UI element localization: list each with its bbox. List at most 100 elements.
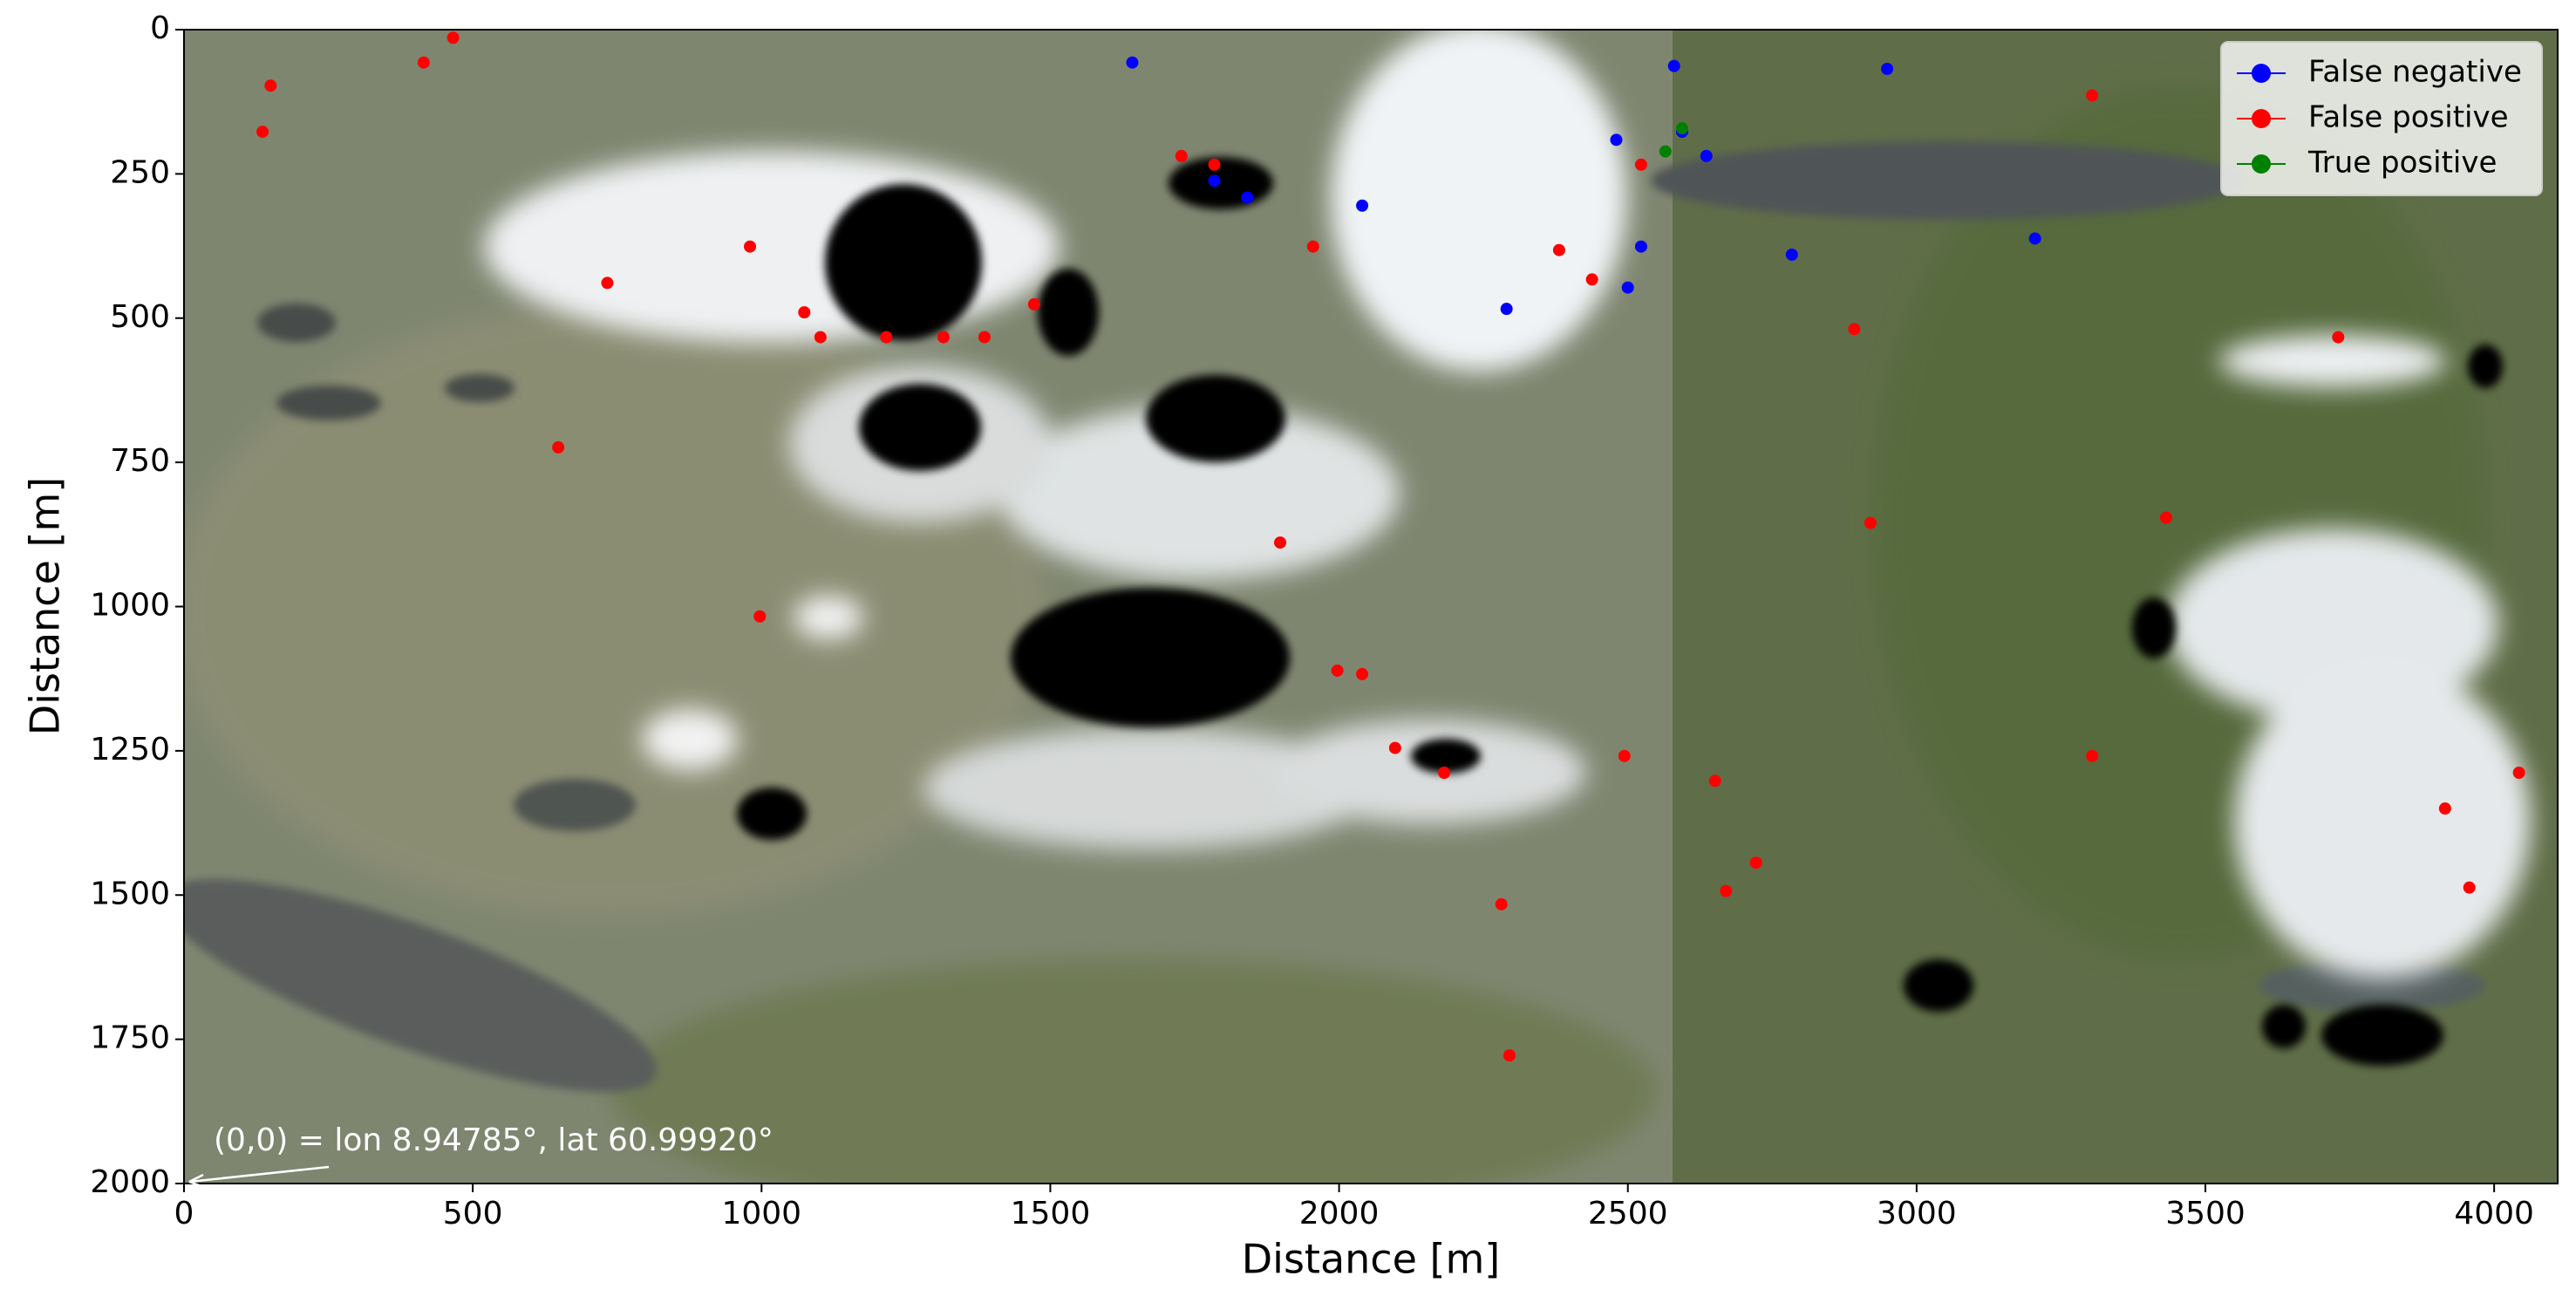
point bbox=[1708, 774, 1721, 788]
legend-marker bbox=[2252, 64, 2271, 83]
legend-marker bbox=[2252, 109, 2271, 128]
mask bbox=[859, 384, 981, 471]
mask bbox=[737, 788, 807, 840]
annotation: (0,0) = lon 8.94785°, lat 60.99920° bbox=[214, 1122, 773, 1158]
point bbox=[880, 331, 893, 344]
lake bbox=[276, 385, 381, 420]
point bbox=[2028, 232, 2041, 245]
point bbox=[1634, 240, 1647, 253]
point bbox=[1388, 741, 1401, 754]
point bbox=[1675, 122, 1688, 135]
point bbox=[256, 126, 269, 139]
point bbox=[1126, 56, 1139, 69]
point bbox=[937, 331, 950, 344]
point bbox=[753, 610, 767, 623]
point bbox=[1667, 59, 1680, 72]
point bbox=[1306, 240, 1319, 253]
cloud bbox=[1331, 30, 1627, 372]
point bbox=[2086, 749, 2099, 762]
point bbox=[264, 79, 277, 92]
point bbox=[1610, 133, 1623, 147]
mask bbox=[2132, 597, 2176, 658]
point bbox=[814, 331, 827, 344]
point bbox=[601, 276, 614, 290]
y-tick-label: 250 bbox=[110, 154, 170, 190]
point bbox=[1848, 323, 1861, 336]
lake bbox=[257, 304, 336, 342]
y-tick-label: 0 bbox=[150, 10, 170, 46]
satellite-image bbox=[184, 30, 2558, 1184]
data-points bbox=[256, 31, 2525, 1062]
mask bbox=[1011, 588, 1290, 727]
point bbox=[1618, 749, 1631, 762]
lake bbox=[184, 879, 657, 1092]
point bbox=[2332, 331, 2345, 344]
point bbox=[1503, 1049, 1516, 1062]
point bbox=[1659, 145, 1672, 158]
point bbox=[744, 240, 757, 253]
x-tick-label: 2000 bbox=[1299, 1196, 1380, 1231]
mask bbox=[1146, 375, 1285, 462]
point bbox=[1241, 191, 1254, 204]
point bbox=[2438, 802, 2451, 815]
point bbox=[1864, 516, 1877, 529]
annotation-arrow bbox=[188, 1165, 330, 1184]
x-tick-label: 1000 bbox=[721, 1196, 801, 1231]
x-tick-label: 0 bbox=[174, 1196, 194, 1231]
x-tick-label: 3000 bbox=[1877, 1196, 1957, 1231]
x-tick-label: 2500 bbox=[1588, 1196, 1668, 1231]
point bbox=[552, 440, 565, 454]
cloud bbox=[998, 406, 1400, 580]
point bbox=[2086, 89, 2099, 102]
point bbox=[1208, 174, 1221, 188]
mask bbox=[1169, 157, 1273, 209]
x-tick-label: 3500 bbox=[2165, 1196, 2245, 1231]
legend-marker bbox=[2252, 154, 2271, 174]
x-axis-label: Distance [m] bbox=[1242, 1236, 1500, 1283]
point bbox=[2463, 881, 2476, 894]
mask bbox=[1411, 739, 1481, 774]
point bbox=[1208, 158, 1221, 171]
point bbox=[2512, 767, 2525, 780]
mask bbox=[1038, 269, 1099, 356]
point bbox=[1749, 856, 1762, 870]
y-tick-label: 1500 bbox=[90, 876, 170, 911]
cloud bbox=[794, 596, 863, 639]
y-tick-label: 1000 bbox=[90, 588, 170, 624]
point bbox=[1552, 243, 1565, 256]
y-tick-label: 2000 bbox=[90, 1164, 170, 1200]
point bbox=[1175, 149, 1188, 162]
legend-label: False positive bbox=[2308, 100, 2509, 135]
x-tick-label: 4000 bbox=[2454, 1196, 2534, 1231]
lake bbox=[2259, 959, 2485, 1012]
point bbox=[1881, 62, 1894, 75]
cloud bbox=[642, 709, 738, 770]
point bbox=[2159, 511, 2172, 524]
point bbox=[1700, 149, 1713, 162]
cloud bbox=[1272, 720, 1586, 824]
point bbox=[1438, 767, 1451, 780]
y-tick-label: 500 bbox=[110, 299, 170, 335]
point bbox=[1785, 248, 1798, 261]
legend-label: True positive bbox=[2307, 146, 2497, 181]
point bbox=[417, 56, 430, 69]
lake bbox=[1651, 141, 2244, 220]
cloud bbox=[2219, 335, 2446, 387]
y-tick-label: 1750 bbox=[90, 1020, 170, 1056]
mask bbox=[1904, 959, 1973, 1012]
annotation-arrowhead bbox=[188, 1173, 205, 1189]
point bbox=[978, 331, 991, 344]
point bbox=[798, 306, 811, 319]
point bbox=[1585, 273, 1598, 286]
point bbox=[1331, 664, 1344, 677]
terrain-patch bbox=[610, 959, 1657, 1184]
lake bbox=[445, 374, 515, 402]
point bbox=[1356, 199, 1369, 212]
x-tick-label: 1500 bbox=[1011, 1196, 1091, 1231]
x-tick-label: 500 bbox=[443, 1196, 503, 1231]
point bbox=[1720, 884, 1733, 897]
point bbox=[1621, 281, 1634, 294]
